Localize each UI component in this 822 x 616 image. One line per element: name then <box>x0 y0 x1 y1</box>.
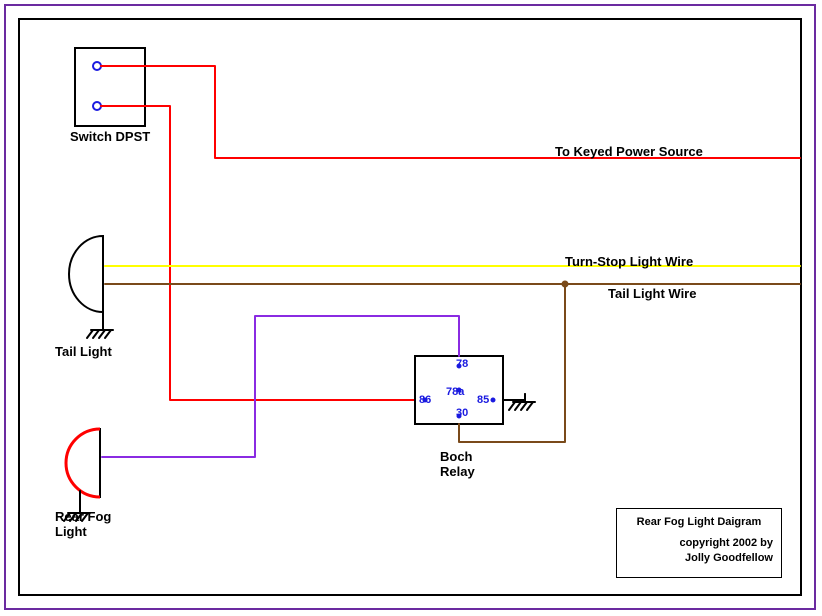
tail-wire-label: Tail Light Wire <box>608 287 696 302</box>
relay-pin-85: 85 <box>477 394 489 407</box>
rear-fog-label: Rear Fog Light <box>55 510 111 540</box>
caption-author: Jolly Goodfellow <box>625 551 773 566</box>
caption-title: Rear Fog Light Daigram <box>625 515 773 530</box>
relay-pin-86: 86 <box>419 394 431 407</box>
relay-pin-78: 78 <box>456 358 468 371</box>
turn-stop-label: Turn-Stop Light Wire <box>565 255 693 270</box>
boch-relay-label: Boch Relay <box>440 450 475 480</box>
switch-label: Switch DPST <box>70 130 150 145</box>
caption-copyright: copyright 2002 by <box>625 536 773 551</box>
relay-pin-78a: 78a <box>446 386 464 399</box>
power-label: To Keyed Power Source <box>555 145 703 160</box>
relay-pin-30: 30 <box>456 407 468 420</box>
tail-light-label: Tail Light <box>55 345 112 360</box>
caption-box: Rear Fog Light Daigram copyright 2002 by… <box>616 508 782 578</box>
